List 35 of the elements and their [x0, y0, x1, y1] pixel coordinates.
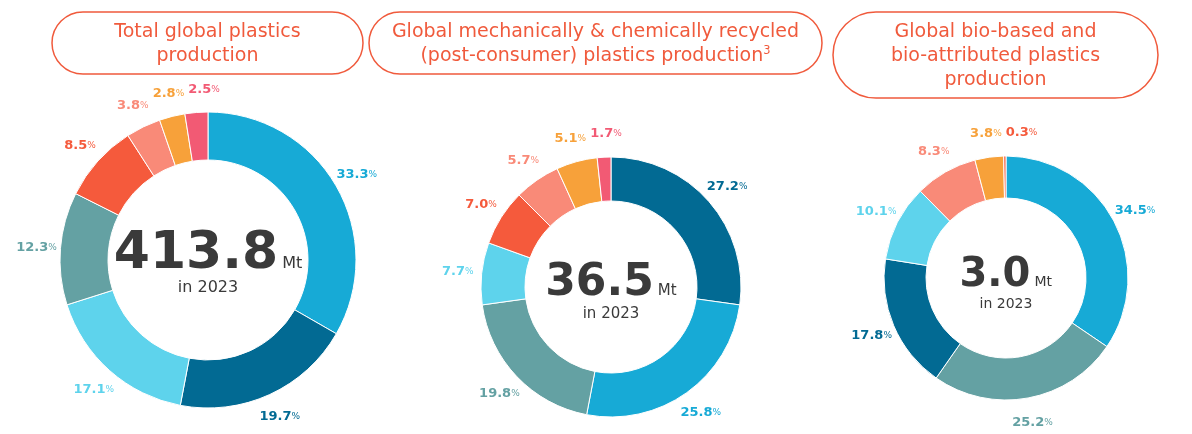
chart-title: Global mechanically & chemically recycled (post-consumer) plastics production$^{3}$ [391, 19, 800, 65]
data-label: 25.2% [1012, 413, 1054, 429]
data-label: 8.3% [917, 142, 950, 158]
chart-title: Total global plastics production [113, 19, 301, 65]
text: 413.8 [113, 220, 279, 280]
data-label: 19.8% [479, 384, 521, 400]
data-label: 19.7% [259, 407, 301, 423]
data-label: 3.8% [970, 124, 1003, 140]
data-label: 12.3% [16, 238, 58, 254]
text: in 2023 [177, 277, 239, 296]
data-label: 25.8% [680, 403, 722, 419]
text: Mt [282, 253, 303, 272]
data-label: 17.8% [851, 326, 893, 342]
data-label: 7.7% [442, 262, 475, 278]
data-label: 2.8% [152, 84, 185, 100]
data-label: 7.0% [465, 195, 498, 211]
text: Mt [657, 281, 677, 299]
text: 3.0 [959, 249, 1031, 295]
chart-title: Global bio-based and bio-attributed plastics production [890, 19, 1101, 89]
data-label: 5.7% [507, 151, 540, 167]
data-label: 5.1% [554, 129, 587, 145]
text: in 2023 [582, 304, 640, 322]
text: Mt [1034, 273, 1053, 289]
text: 36.5 [545, 254, 654, 305]
data-label: 34.5% [1114, 201, 1156, 217]
text: in 2023 [979, 295, 1033, 311]
data-label: 3.8% [117, 96, 150, 112]
data-label: 2.5% [188, 80, 221, 96]
data-label: 1.7% [590, 124, 623, 140]
data-label: 33.3% [336, 165, 378, 181]
data-label: 8.5% [64, 136, 97, 152]
data-label: 17.1% [73, 380, 115, 396]
data-label: 10.1% [855, 202, 897, 218]
data-label: 0.3% [1005, 123, 1038, 139]
data-label: 27.2% [706, 177, 748, 193]
